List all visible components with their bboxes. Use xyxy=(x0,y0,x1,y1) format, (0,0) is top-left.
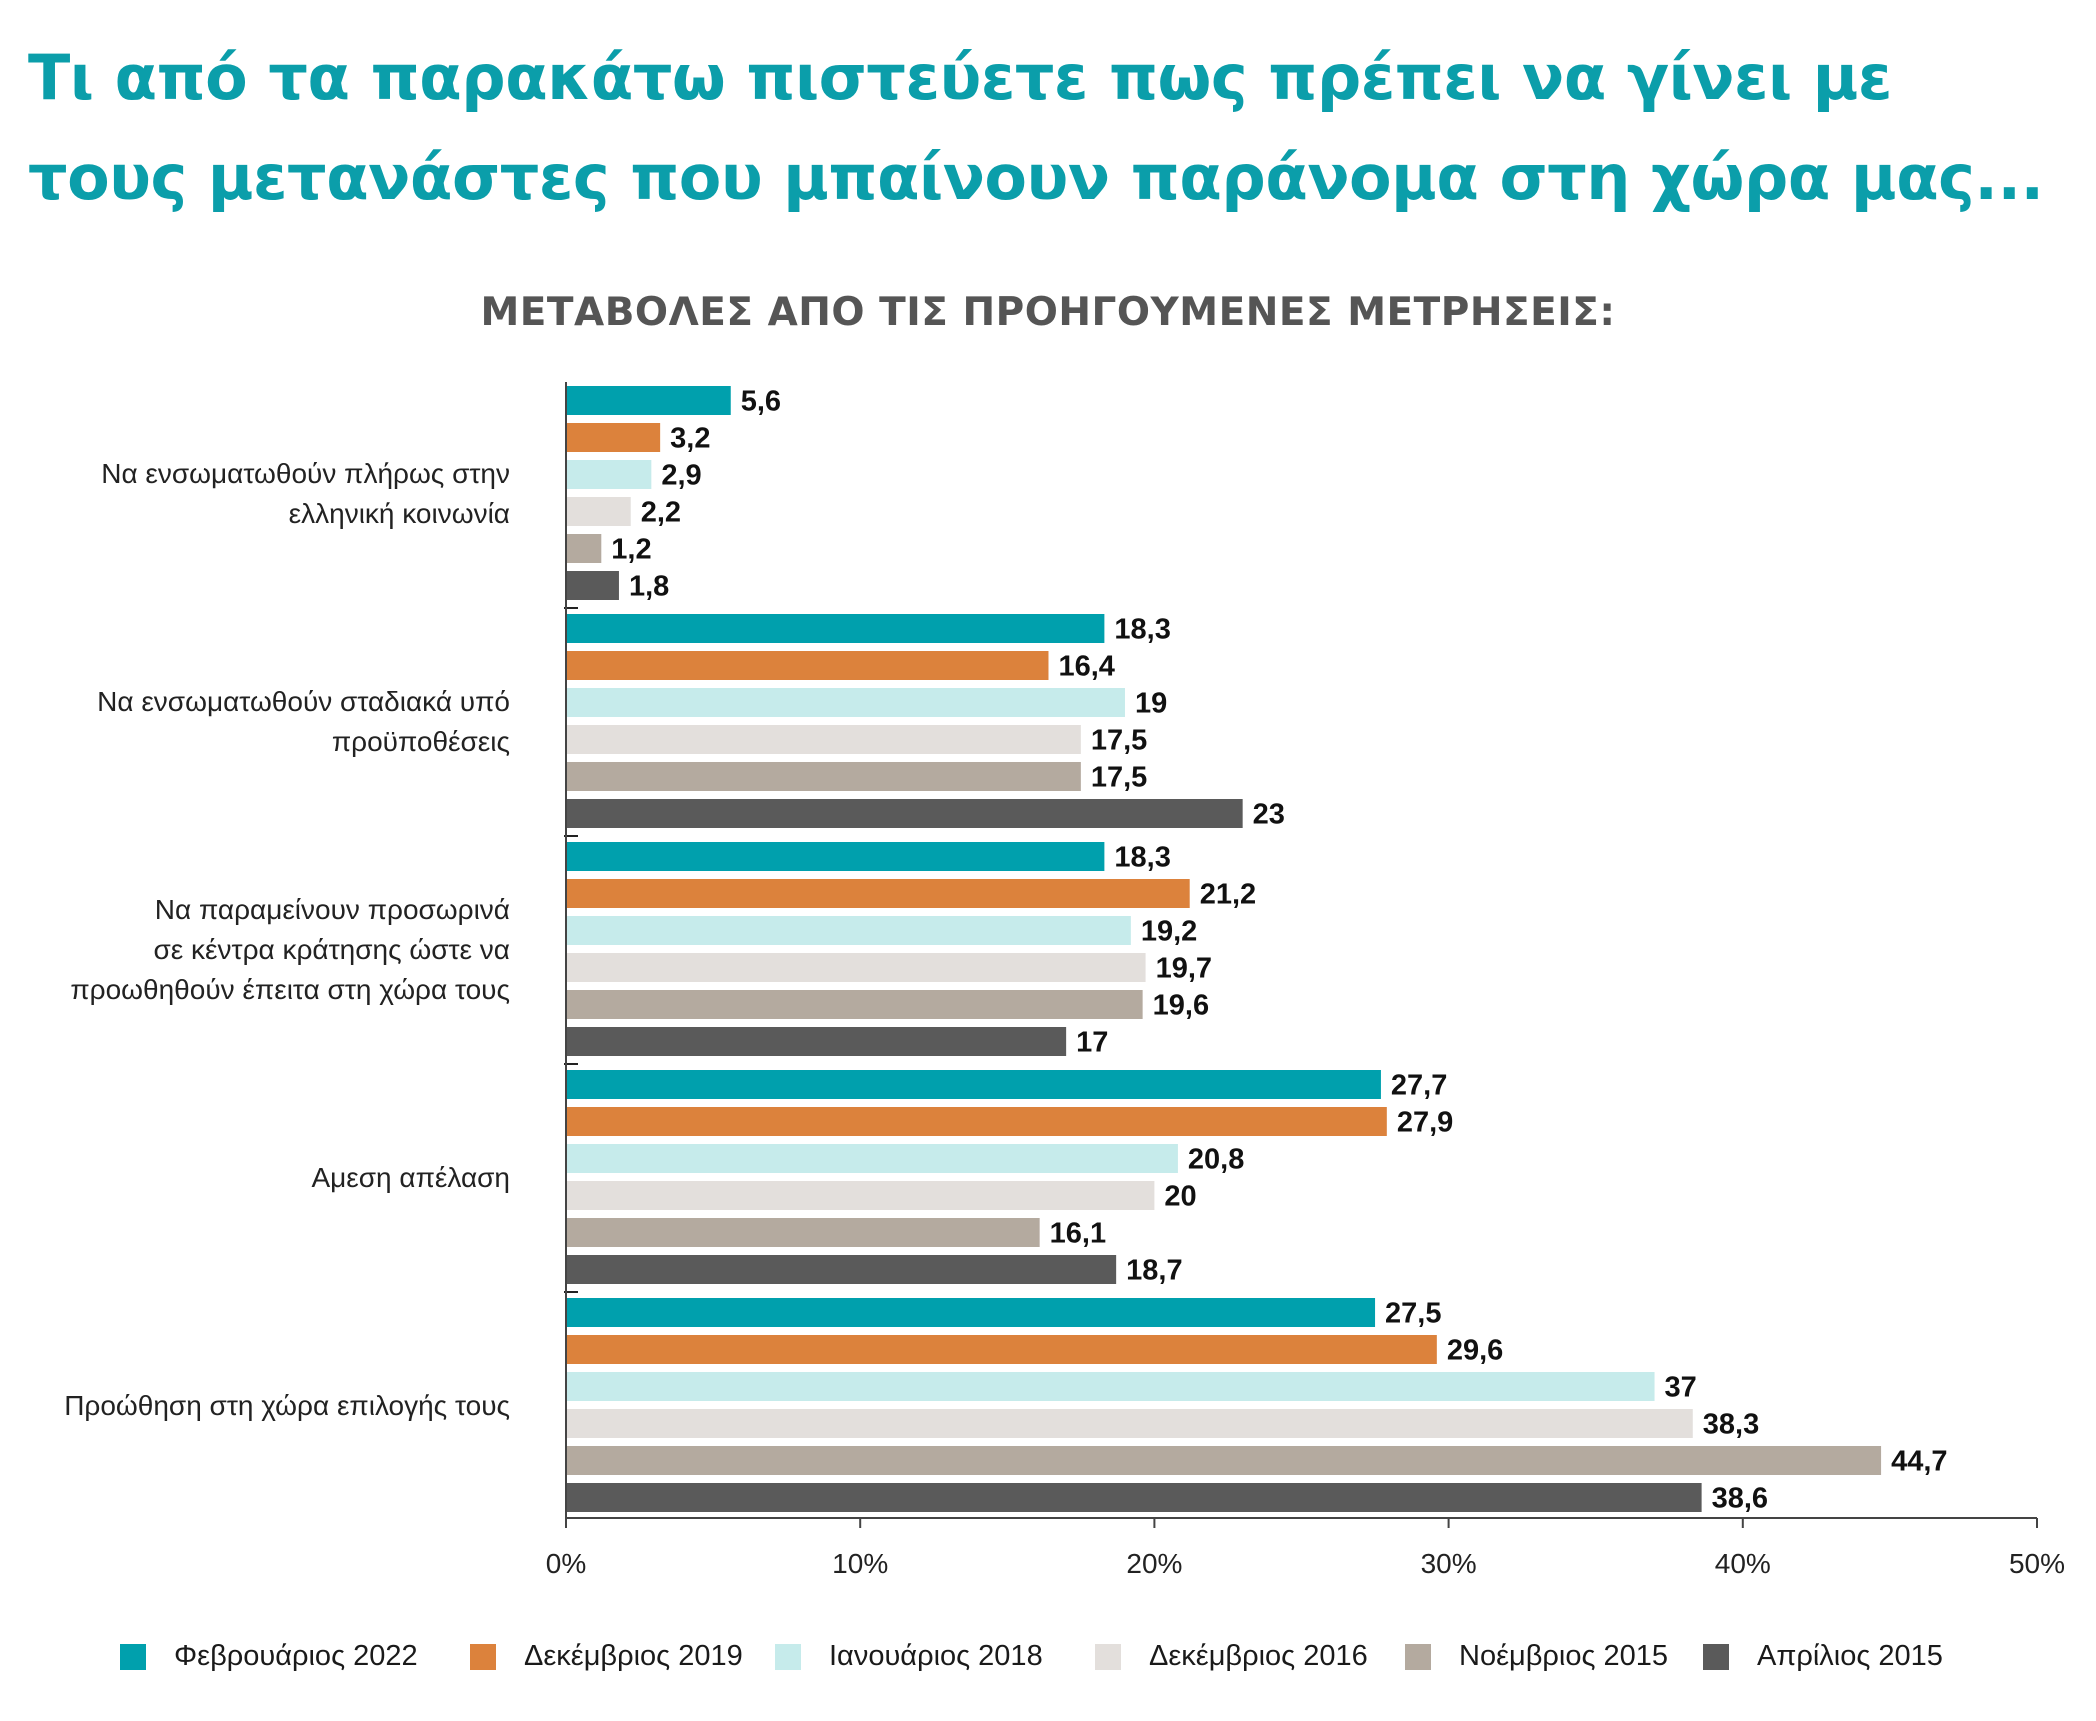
bar xyxy=(566,1070,1381,1099)
bar xyxy=(566,460,652,489)
legend-swatch xyxy=(470,1643,496,1670)
data-label: 16,1 xyxy=(1050,1218,1106,1250)
bar xyxy=(566,651,1049,680)
bar xyxy=(566,725,1081,754)
category-label: ελληνική κοινωνία xyxy=(289,498,510,529)
bar xyxy=(566,1483,1702,1512)
legend-label: Απρίλιος 2015 xyxy=(1757,1640,1943,1672)
data-label: 18,3 xyxy=(1114,614,1170,646)
bar-chart: 5,6 3,2 2,9 2,2 1,2 1,8 Να ενσωματωθούν πλήρως… xyxy=(64,382,2065,1579)
bar xyxy=(566,990,1143,1019)
legend-swatch xyxy=(1703,1643,1729,1670)
x-tick-label: 0% xyxy=(546,1548,586,1579)
data-label: 19,7 xyxy=(1156,953,1212,985)
category-label: Να ενσωματωθούν πλήρως στην xyxy=(101,458,510,489)
bar xyxy=(566,842,1105,871)
data-label: 37 xyxy=(1665,1372,1697,1404)
data-label: 17,5 xyxy=(1091,762,1147,794)
bar xyxy=(566,1107,1387,1136)
legend-label: Ιανουάριος 2018 xyxy=(829,1640,1043,1672)
bar xyxy=(566,386,731,415)
bar xyxy=(566,688,1125,717)
bar xyxy=(566,1027,1067,1056)
bar xyxy=(566,762,1081,791)
bar xyxy=(566,1335,1437,1364)
legend-item: Δεκέμβριος 2019 xyxy=(470,1640,743,1673)
bar xyxy=(566,534,602,563)
legend-label: Νοέμβριος 2015 xyxy=(1459,1640,1669,1672)
bar xyxy=(566,497,631,526)
data-label: 18,7 xyxy=(1126,1255,1182,1287)
category-label: προϋποθέσεις xyxy=(332,726,510,757)
data-label: 20,8 xyxy=(1188,1144,1244,1176)
bar xyxy=(566,1372,1655,1401)
data-label: 17,5 xyxy=(1091,725,1147,757)
data-label: 19,2 xyxy=(1141,916,1197,948)
data-label: 19 xyxy=(1135,688,1167,720)
data-label: 38,3 xyxy=(1703,1409,1759,1441)
bar xyxy=(566,879,1190,908)
x-tick-label: 40% xyxy=(1715,1548,1771,1579)
data-label: 17 xyxy=(1076,1027,1108,1059)
legend-label: Δεκέμβριος 2016 xyxy=(1149,1640,1368,1672)
category-label: Αμεση απέλαση xyxy=(311,1162,510,1193)
legend-swatch xyxy=(120,1643,146,1670)
data-label: 18,3 xyxy=(1114,842,1170,874)
category-label: Να παραμείνουν προσωρινά xyxy=(155,894,510,925)
data-label: 5,6 xyxy=(741,386,781,418)
bar xyxy=(566,423,661,452)
bar xyxy=(566,1409,1693,1438)
chart-title: Τι από τα παρακάτω πιστεύετε πως πρέπει … xyxy=(28,41,2044,214)
bar xyxy=(566,1446,1882,1475)
data-label: 1,2 xyxy=(611,534,651,566)
category-label: προωθηθούν έπειτα στη χώρα τους xyxy=(70,974,510,1005)
x-tick-label: 10% xyxy=(832,1548,888,1579)
chart-legend: Φεβρουάριος 2022 Δεκέμβριος 2019 Ιανουάριο… xyxy=(0,1640,2096,1690)
legend-label: Φεβρουάριος 2022 xyxy=(174,1640,418,1672)
legend-item: Απρίλιος 2015 xyxy=(1703,1640,1943,1673)
bar xyxy=(566,799,1243,828)
bar xyxy=(566,571,619,600)
legend-label: Δεκέμβριος 2019 xyxy=(524,1640,743,1672)
chart-subtitle: ΜΕΤΑΒΟΛΕΣ ΑΠΟ ΤΙΣ ΠΡΟΗΓΟΥΜΕΝΕΣ ΜΕΤΡΗΣΕΙΣ… xyxy=(480,290,1616,335)
legend-swatch xyxy=(775,1643,801,1670)
data-label: 27,9 xyxy=(1397,1107,1453,1139)
data-label: 29,6 xyxy=(1447,1335,1503,1367)
bar xyxy=(566,953,1146,982)
data-label: 27,7 xyxy=(1391,1070,1447,1102)
x-tick-label: 30% xyxy=(1421,1548,1477,1579)
data-label: 3,2 xyxy=(670,423,710,455)
legend-swatch xyxy=(1405,1643,1431,1670)
data-label: 16,4 xyxy=(1058,651,1114,683)
bar xyxy=(566,1144,1178,1173)
category-label: Να ενσωματωθούν σταδιακά υπό xyxy=(97,686,510,717)
data-label: 44,7 xyxy=(1891,1446,1947,1478)
data-label: 20 xyxy=(1164,1181,1196,1213)
category-label: Προώθηση στη χώρα επιλογής τους xyxy=(64,1390,510,1421)
bar xyxy=(566,614,1105,643)
legend-item: Νοέμβριος 2015 xyxy=(1405,1640,1668,1673)
legend-item: Ιανουάριος 2018 xyxy=(775,1640,1043,1673)
data-label: 27,5 xyxy=(1385,1298,1441,1330)
data-label: 2,9 xyxy=(661,460,701,492)
data-label: 2,2 xyxy=(641,497,681,529)
data-label: 23 xyxy=(1253,799,1285,831)
bar xyxy=(566,1298,1376,1327)
legend-swatch xyxy=(1095,1643,1121,1670)
legend-item: Δεκέμβριος 2016 xyxy=(1095,1640,1368,1673)
bar xyxy=(566,1181,1155,1210)
bar xyxy=(566,916,1131,945)
bar xyxy=(566,1255,1117,1284)
data-label: 38,6 xyxy=(1712,1483,1768,1515)
data-label: 1,8 xyxy=(629,571,669,603)
bar xyxy=(566,1218,1040,1247)
x-tick-label: 20% xyxy=(1126,1548,1182,1579)
data-label: 19,6 xyxy=(1153,990,1209,1022)
x-tick-label: 50% xyxy=(2009,1548,2065,1579)
category-label: σε κέντρα κράτησης ώστε να xyxy=(153,934,510,965)
legend-item: Φεβρουάριος 2022 xyxy=(120,1640,418,1673)
data-label: 21,2 xyxy=(1200,879,1256,911)
